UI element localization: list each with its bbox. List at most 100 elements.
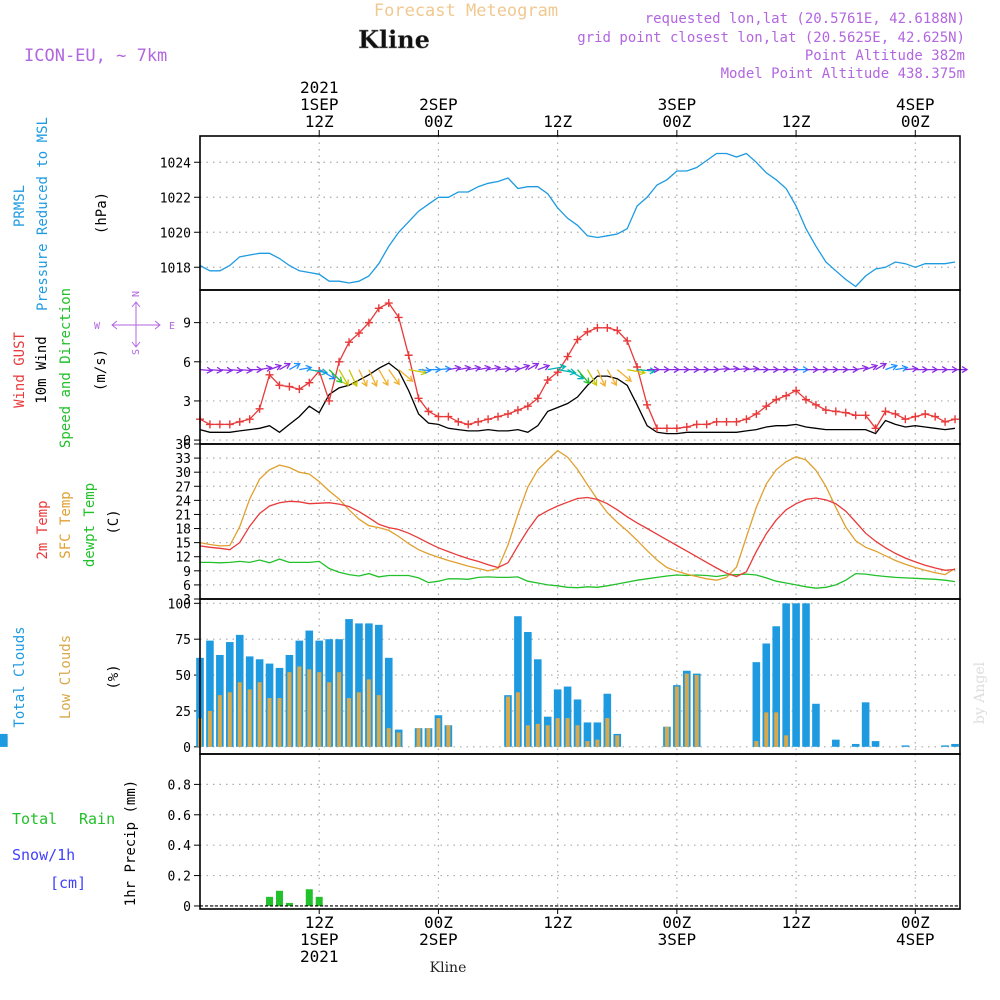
wind-arrow	[616, 369, 632, 382]
time-label-top: 00Z	[424, 112, 453, 131]
gust-marker	[484, 415, 493, 424]
gust-marker	[533, 394, 542, 403]
wind-arrow	[328, 369, 343, 383]
y-tick-label: 0.4	[168, 839, 192, 854]
y-tick-label: 36	[175, 438, 191, 453]
gust-marker	[662, 424, 671, 433]
gust-marker	[513, 406, 522, 415]
panel-0-frame	[199, 135, 961, 291]
time-label-top: 3SEP	[658, 95, 697, 114]
total-label: Total	[12, 810, 57, 828]
low-cloud-bar	[585, 741, 590, 747]
requested-coords: requested lon,lat (20.5761E, 42.6188N)	[645, 11, 965, 27]
wind-arrowhead	[569, 368, 577, 376]
gust-marker	[672, 424, 681, 433]
low-cloud-bar	[615, 735, 620, 747]
pressure-label: Pressure Reduced to MSL	[35, 117, 51, 311]
gust-marker	[275, 381, 284, 390]
y-tick-label: 9	[183, 565, 191, 580]
wind-arrow	[209, 368, 222, 372]
low-cloud-bar	[347, 698, 352, 747]
y-tick-label: 1022	[160, 191, 191, 206]
gust-marker	[603, 323, 612, 332]
y-tick-label: 0	[183, 741, 191, 756]
panel-4-frame	[199, 753, 961, 910]
gust-marker	[583, 327, 592, 336]
gust-markers	[196, 299, 960, 433]
wind-arrow	[855, 366, 868, 371]
y-tick-label: 1024	[160, 156, 191, 171]
total-cloud-bar	[851, 743, 860, 747]
total-cloud-bar	[812, 703, 820, 747]
y-tick-label: 9	[183, 317, 191, 332]
y-tick-label: 0	[183, 434, 191, 449]
wind-arrow	[299, 366, 312, 371]
panel-3-grid: 0 25 50 75 100	[168, 597, 960, 756]
panel-1-grid: 0 3 6 9	[183, 290, 960, 449]
total-cloud-bar	[563, 686, 572, 747]
wind-arrow	[487, 366, 501, 371]
wind-arrow	[348, 369, 358, 387]
panel-2-frame	[199, 443, 961, 600]
low-cloud-bar	[505, 696, 510, 747]
wind-arrowhead	[393, 378, 400, 386]
wind-arrow	[378, 369, 389, 386]
gust-label: Wind GUST	[12, 332, 28, 408]
y-tick-label: 75	[175, 633, 191, 648]
wind-arrowhead	[305, 364, 313, 372]
wind-arrowhead	[464, 364, 472, 372]
wind-dir-label: Speed and Direction	[58, 288, 74, 448]
gust-marker	[394, 313, 403, 322]
gust-marker	[523, 402, 532, 411]
gust-marker	[841, 408, 850, 417]
gust-marker	[732, 417, 741, 426]
y-tick-label: 6	[183, 579, 191, 594]
total-cloud-bar	[345, 619, 353, 747]
gust-marker	[742, 415, 751, 424]
wind-arrow	[259, 366, 272, 371]
time-label-bottom: 00Z	[901, 913, 930, 932]
time-label-bottom: 12Z	[543, 913, 572, 932]
series-2m-temp-line	[199, 496, 956, 578]
low-cloud-bar	[207, 710, 212, 747]
low-cloud-bar	[605, 718, 610, 747]
wind-arrow	[458, 366, 471, 371]
gust-marker	[831, 407, 840, 416]
wind-arrowhead	[961, 366, 969, 374]
low-cloud-bar	[774, 712, 779, 747]
prmsl-label: PRMSL	[12, 185, 28, 227]
wind-arrowhead	[284, 362, 291, 370]
wind-arrow	[637, 368, 656, 372]
gust-marker	[593, 323, 602, 332]
low-cloud-bar	[575, 725, 580, 747]
wind-arrowhead	[274, 363, 283, 371]
wind-arrow	[497, 367, 511, 371]
wind-arrowhead	[293, 362, 301, 370]
wind-arrowhead	[871, 363, 879, 371]
time-label-bottom: 12Z	[782, 913, 811, 932]
rain-label: Rain	[79, 810, 115, 828]
gust-marker	[901, 415, 910, 424]
gust-marker	[821, 406, 830, 415]
low-cloud-bar	[515, 692, 520, 747]
snow-unit-label: [cm]	[50, 874, 86, 892]
wind-arrowhead	[246, 366, 253, 374]
gust-marker	[364, 318, 373, 327]
total-cloud-bar	[861, 702, 870, 747]
y-tick-label: 15	[175, 537, 191, 552]
wind-arrowhead	[752, 365, 760, 373]
time-label-top: 12Z	[543, 112, 572, 131]
wind-arrowhead	[206, 366, 214, 374]
gust-marker	[325, 396, 334, 405]
wind-arrowhead	[342, 379, 349, 387]
y-tick-label: 3	[183, 593, 191, 608]
wind-arrowhead	[504, 365, 512, 373]
wind-arrowhead	[454, 364, 462, 372]
total-cloud-bar	[355, 623, 363, 747]
wind-arrow	[875, 363, 887, 371]
series-10m-wind-line	[199, 362, 956, 435]
wind-arrowhead	[226, 366, 234, 374]
gust-marker	[374, 304, 383, 313]
